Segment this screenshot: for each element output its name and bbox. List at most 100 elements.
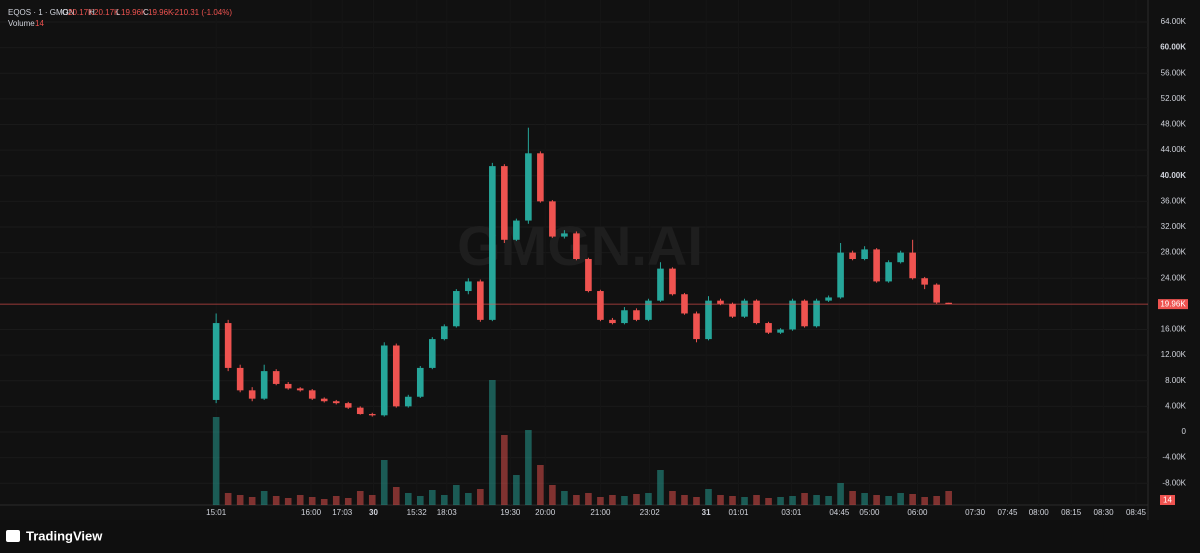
volume-bar (236, 495, 244, 505)
volume-bar (741, 497, 748, 505)
candle-body (428, 339, 436, 368)
candle-body (549, 201, 556, 237)
y-tick-label: 60.00K (1160, 43, 1186, 52)
candle-body (753, 300, 760, 324)
candle-body (284, 383, 292, 389)
candle-body (212, 323, 220, 400)
x-tick-label: 07:30 (965, 508, 986, 517)
volume-value: 14 (35, 19, 44, 28)
y-tick-label: 24.00K (1161, 273, 1187, 282)
candle-body (633, 310, 640, 320)
candle-body (236, 367, 244, 391)
y-tick-label: 32.00K (1161, 222, 1187, 231)
x-tick-label: 16:00 (301, 508, 322, 517)
x-tick-label: 20:00 (535, 508, 556, 517)
volume-bar (573, 495, 580, 505)
volume-bar (320, 499, 328, 505)
volume-bar (260, 491, 268, 505)
volume-bar (501, 435, 508, 505)
volume-bar (549, 485, 556, 505)
brand-logo (6, 530, 20, 542)
candle-body (392, 345, 400, 407)
y-tick-label: 36.00K (1161, 196, 1187, 205)
candle-body (705, 300, 712, 340)
y-tick-label: 48.00K (1161, 120, 1187, 129)
candle-body (537, 153, 544, 202)
candle-body (765, 323, 772, 333)
volume-bar (609, 495, 616, 505)
candle-body (513, 220, 520, 240)
x-tick-label: 03:01 (781, 508, 802, 517)
x-tick-label: 31 (702, 508, 711, 517)
volume-bar (657, 470, 664, 505)
candle-body (789, 300, 796, 330)
watermark: GMGN.AI (457, 214, 703, 277)
volume-bar (585, 493, 592, 505)
volume-bar (477, 489, 484, 505)
volume-bar (933, 496, 940, 505)
candle-body (825, 297, 832, 301)
y-tick-label: 4.00K (1165, 401, 1187, 410)
y-tick-label: 52.00K (1161, 94, 1187, 103)
y-tick-label: 40.00K (1160, 171, 1186, 180)
volume-bar (212, 417, 220, 505)
candle-body (741, 300, 748, 317)
volume-bar (897, 493, 904, 505)
volume-bar (909, 494, 916, 505)
x-tick-label: 17:03 (332, 508, 353, 517)
x-tick-label: 21:00 (590, 508, 611, 517)
volume-bar (344, 498, 352, 505)
candle-body (801, 300, 808, 327)
y-tick-label: 16.00K (1161, 325, 1187, 334)
change: -210.31 (-1.04%) (172, 8, 232, 17)
low-value: 19.96K (121, 8, 147, 17)
x-tick-label: 23:02 (640, 508, 661, 517)
candle-body (501, 166, 508, 240)
x-tick-label: 08:15 (1061, 508, 1082, 517)
volume-bar (633, 494, 640, 505)
candle-body (308, 390, 316, 399)
candle-body (344, 403, 352, 408)
candle-body (873, 249, 880, 282)
volume-bar (248, 497, 256, 505)
volume-bar (272, 496, 280, 505)
volume-bar (789, 496, 796, 505)
x-tick-label: 18:03 (437, 508, 458, 517)
candle-body (693, 313, 700, 340)
volume-bar (597, 497, 604, 505)
volume-bar (465, 493, 472, 505)
x-tick-label: 07:45 (997, 508, 1018, 517)
y-tick-label: 8.00K (1165, 376, 1187, 385)
candle-body (404, 396, 412, 407)
brand: TradingView (6, 528, 103, 543)
volume-bar (416, 496, 424, 505)
volume-bar (368, 495, 376, 505)
volume-bar (849, 491, 856, 505)
open-label: O (62, 8, 68, 17)
volume-bar (537, 465, 544, 505)
candle-body (861, 249, 868, 260)
volume-bar (296, 495, 304, 505)
x-tick-label: 08:45 (1126, 508, 1147, 517)
candle-body (248, 390, 256, 399)
candle-body (441, 326, 448, 340)
y-tick-label: 44.00K (1161, 145, 1187, 154)
candle-body (573, 233, 580, 260)
volume-bar (765, 498, 772, 505)
candle-body (657, 268, 664, 301)
volume-bar (525, 430, 532, 505)
y-tick-label: -4.00K (1162, 453, 1186, 462)
y-tick-label: -8.00K (1162, 478, 1186, 487)
volume-bar (621, 496, 628, 505)
volume-badge (1160, 495, 1175, 505)
candle-body (525, 153, 532, 221)
candle-body (609, 319, 616, 324)
volume-bar (801, 493, 808, 505)
volume-label: Volume (8, 19, 35, 28)
candle-body (260, 371, 268, 399)
candle-body (368, 414, 376, 416)
x-tick-label: 15:32 (407, 508, 428, 517)
candle-body (945, 302, 952, 305)
last-price-badge (1158, 299, 1188, 310)
candle-body (897, 252, 904, 263)
